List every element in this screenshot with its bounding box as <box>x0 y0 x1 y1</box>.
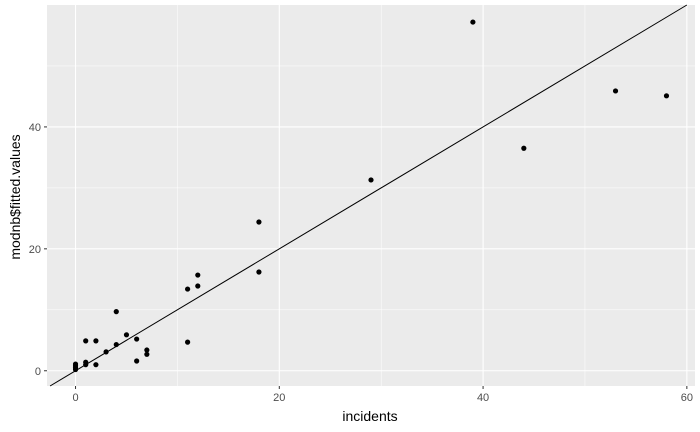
x-tick-label: 0 <box>72 392 78 404</box>
plot-panel <box>47 5 695 386</box>
x-axis-ticks: 0 20 40 60 <box>72 386 693 404</box>
y-axis-ticks: 0 20 40 <box>29 122 47 378</box>
data-point <box>470 19 476 25</box>
data-point <box>663 93 670 99</box>
data-point <box>195 272 201 278</box>
minor-gridlines <box>47 5 695 386</box>
data-point <box>93 362 99 368</box>
y-tick-label: 20 <box>29 244 41 256</box>
data-point <box>123 332 130 338</box>
x-tick-label: 40 <box>477 392 489 404</box>
reference-line-group <box>49 4 688 387</box>
data-point <box>144 351 150 357</box>
data-point <box>612 88 619 94</box>
data-point <box>368 177 374 183</box>
data-point <box>113 341 119 348</box>
major-gridlines <box>47 5 695 386</box>
data-point <box>72 361 79 367</box>
data-point <box>113 309 119 315</box>
data-point <box>134 336 140 342</box>
data-point <box>144 347 150 353</box>
data-point <box>256 219 262 225</box>
data-points <box>72 19 670 373</box>
x-tick-label: 60 <box>681 392 693 404</box>
data-point <box>195 283 201 289</box>
y-tick-label: 0 <box>35 366 41 378</box>
data-point <box>83 359 89 365</box>
y-axis-title: modnb$fitted.values <box>7 134 23 259</box>
reference-line <box>49 4 688 387</box>
y-tick-label: 40 <box>29 122 41 134</box>
data-point <box>83 338 89 344</box>
data-point <box>521 145 527 151</box>
x-axis-title: incidents <box>342 408 397 424</box>
data-point <box>185 339 191 345</box>
x-tick-label: 20 <box>273 392 285 404</box>
data-point <box>185 286 191 292</box>
data-point <box>134 358 140 364</box>
data-point <box>103 349 109 355</box>
data-point <box>256 269 262 275</box>
data-point <box>93 338 99 344</box>
